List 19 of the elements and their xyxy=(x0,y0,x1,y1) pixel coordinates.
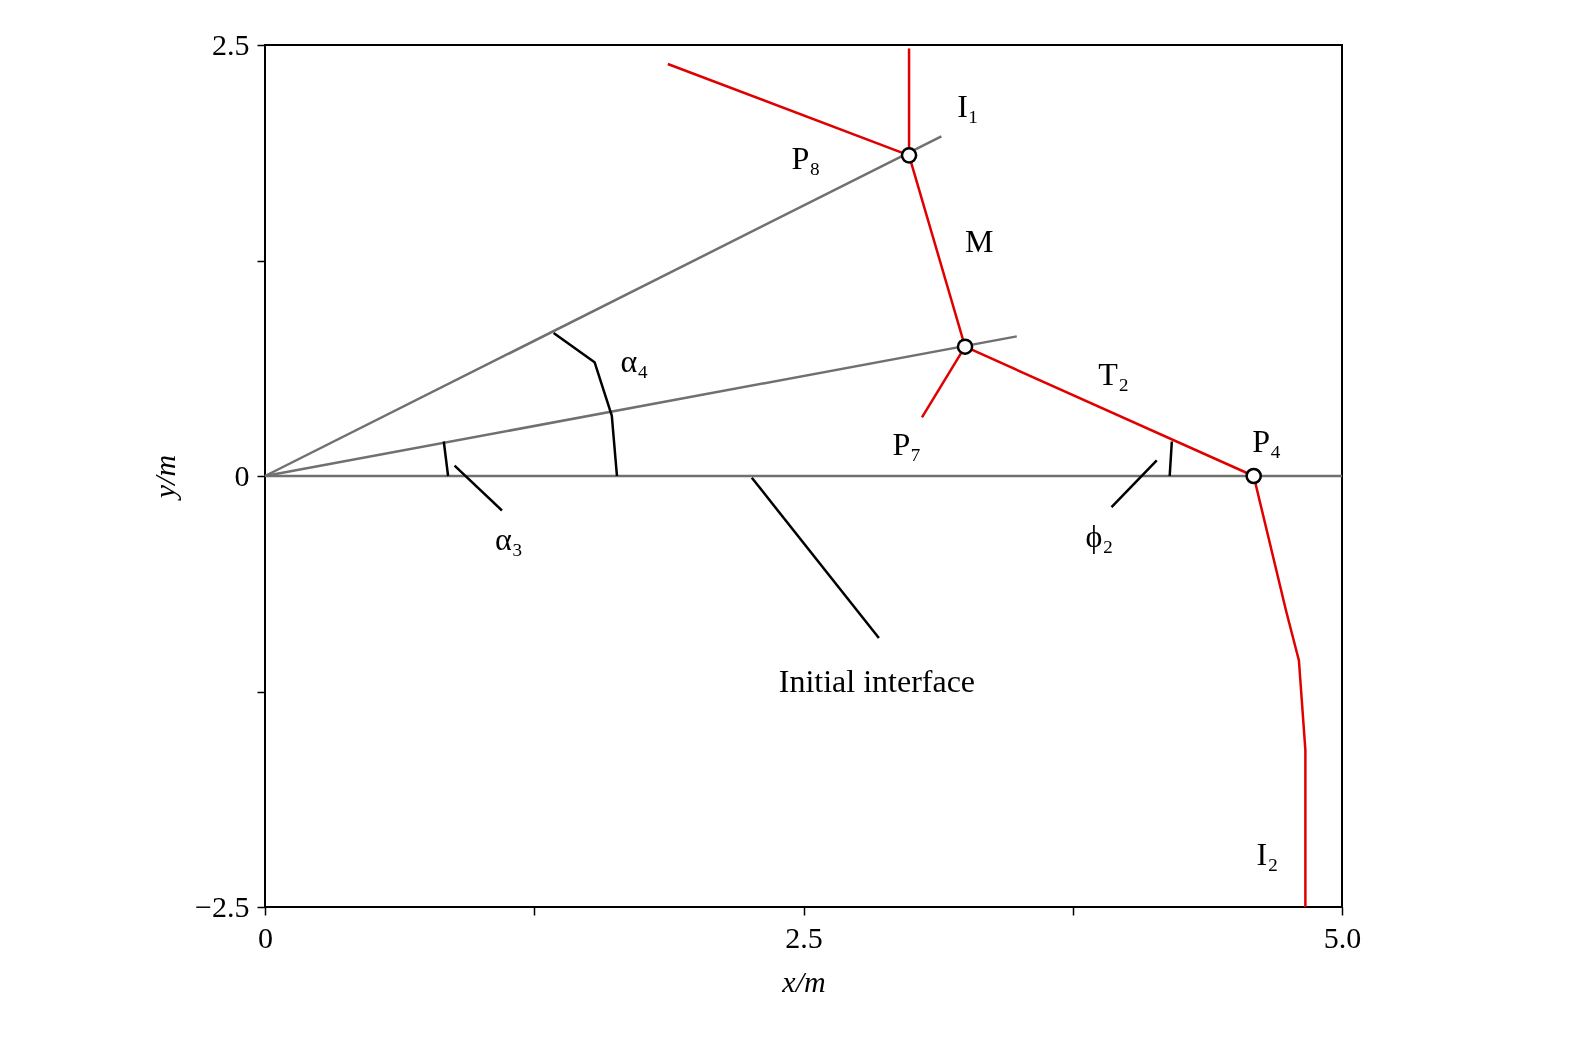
annotation: Initial interface xyxy=(778,663,976,700)
x-tick-label: 5.0 xyxy=(1323,920,1362,954)
annotation: P₇ xyxy=(892,426,922,463)
x-tick-label: 2.5 xyxy=(785,920,823,954)
y-tick-label: 0 xyxy=(234,458,250,492)
annotation: I₂ xyxy=(1256,836,1279,873)
x-tick-label: 0 xyxy=(258,920,273,954)
y-tick-label: −2.5 xyxy=(195,889,250,923)
annotation: T₂ xyxy=(1098,356,1130,393)
annotation: I₁ xyxy=(957,88,979,125)
annotation: ϕ₂ xyxy=(1085,518,1114,555)
y-tick-label: 2.5 xyxy=(212,27,250,61)
y-axis-title: y/m xyxy=(148,454,182,502)
annotation: α₄ xyxy=(620,343,649,380)
annotation: M xyxy=(965,222,994,259)
annotation: α₃ xyxy=(494,521,523,558)
annotation: P₈ xyxy=(791,140,821,177)
x-axis-title: x/m xyxy=(781,964,826,998)
annotation: P₄ xyxy=(1252,423,1282,459)
